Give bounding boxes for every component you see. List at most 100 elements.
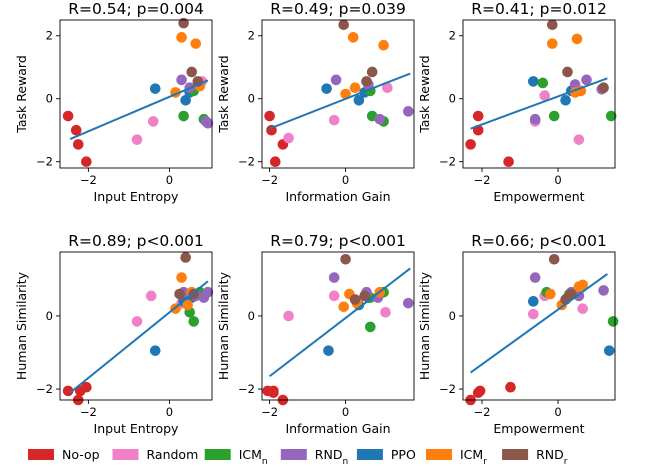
legend-item-no-op: No-op — [28, 447, 100, 462]
data-point-icm-r — [571, 33, 583, 45]
data-point-rnd-r — [180, 252, 191, 263]
data-point-rnd-r — [548, 254, 560, 265]
data-point-random — [328, 114, 340, 126]
legend-swatch — [28, 449, 54, 460]
data-point-icm-r — [347, 32, 359, 43]
data-point-icm-r — [378, 39, 389, 51]
panel-title: R=0.49; p=0.039 — [270, 0, 406, 18]
y-tick-label: 0 — [449, 309, 456, 323]
data-point-rnd-n — [403, 297, 414, 309]
regression-line — [268, 267, 411, 378]
data-point-no-op — [472, 110, 484, 122]
data-point-random — [147, 116, 159, 127]
data-point-icm-r — [577, 279, 588, 291]
y-tick-label: 0 — [449, 92, 456, 106]
x-tick-label: −2 — [474, 405, 491, 419]
data-point-icm-r — [338, 301, 350, 313]
y-tick-label: 0 — [46, 309, 53, 323]
x-axis-label: Information Gain — [285, 421, 390, 436]
legend-label-base: ICM — [460, 447, 483, 462]
legend-label: PPO — [391, 447, 416, 462]
scatter-panels: R=0.54; p=0.004 Input Entropy Task Reward −… — [14, 0, 619, 436]
legend-swatch — [502, 449, 529, 460]
y-tick-label: −2 — [439, 382, 456, 396]
x-tick-label: 0 — [554, 173, 561, 187]
data-point-no-op — [264, 110, 275, 122]
data-point-icm-r — [340, 88, 351, 100]
data-point-rnd-n — [330, 74, 342, 86]
x-tick-label: 0 — [166, 405, 173, 419]
scatter-panel-2: R=0.49; p=0.039 Information Gain Task Rewa… — [216, 0, 415, 204]
x-axis-label: Empowerment — [493, 189, 584, 204]
data-point-random — [131, 134, 143, 145]
y-axis-label: Task Reward — [417, 55, 432, 134]
y-tick-label: 2 — [46, 29, 53, 43]
data-point-rnd-n — [581, 74, 592, 86]
legend: No-op Random ICMn RNDn PPO ICMr RNDr — [28, 447, 568, 467]
scatter-panel-4: R=0.89; p<0.001 Input Entropy Human Simila… — [14, 232, 214, 436]
data-point-icm-n — [188, 316, 200, 327]
x-tick-label: −2 — [80, 173, 97, 187]
y-axis-label: Human Similarity — [216, 271, 231, 380]
y-tick-label: −2 — [36, 382, 53, 396]
data-point-ppo — [323, 345, 334, 356]
data-point-random — [539, 90, 550, 101]
data-point-rnd-n — [529, 113, 541, 125]
data-point-icm-r — [176, 272, 187, 283]
data-point-no-op — [62, 385, 74, 397]
legend-item-random: Random — [112, 447, 199, 462]
data-point-random — [131, 316, 143, 327]
panel-title: R=0.54; p=0.004 — [68, 0, 204, 18]
x-tick-label: −2 — [80, 405, 97, 419]
data-point-rnd-r — [338, 19, 350, 31]
data-point-rnd-r — [366, 66, 378, 78]
x-axis-label: Empowerment — [493, 421, 584, 436]
x-axis-label: Input Entropy — [94, 189, 180, 204]
data-point-no-op — [268, 385, 279, 397]
data-point-rnd-n — [403, 106, 414, 117]
y-tick-label: −2 — [439, 155, 456, 169]
plot-frame — [261, 19, 415, 169]
legend-label-base: Random — [147, 447, 199, 462]
y-tick-label: 0 — [248, 92, 255, 106]
data-point-rnd-n — [374, 113, 386, 125]
plot-frame — [261, 251, 415, 401]
data-point-random — [380, 306, 391, 318]
x-tick-label: 0 — [342, 173, 349, 187]
data-point-no-op — [505, 381, 516, 393]
x-tick-label: −2 — [261, 405, 278, 419]
data-point-icm-n — [178, 110, 189, 122]
plot-frame — [462, 251, 616, 401]
data-point-icm-r — [176, 32, 187, 43]
data-point-rnd-n — [598, 285, 609, 296]
legend-swatch — [112, 449, 139, 460]
data-point-rnd-r — [186, 66, 198, 78]
legend-item-icm-n: ICMn — [204, 447, 268, 467]
plot-frame — [59, 251, 213, 401]
data-point-no-op — [81, 381, 92, 393]
y-tick-label: −2 — [238, 382, 255, 396]
plot-frame — [462, 19, 616, 169]
data-point-icm-r — [182, 299, 193, 311]
regression-line — [269, 72, 411, 130]
data-point-ppo — [560, 94, 571, 106]
data-point-ppo — [149, 83, 161, 94]
scatter-panel-5: R=0.79; p<0.001 Information Gain Human Sim… — [216, 232, 415, 436]
data-point-rnd-r — [566, 288, 577, 300]
data-point-random — [573, 134, 585, 145]
legend-label: Random — [147, 447, 199, 462]
data-point-icm-n — [365, 321, 376, 333]
data-point-ppo — [149, 345, 161, 356]
data-point-rnd-r — [598, 82, 609, 94]
panel-title: R=0.79; p<0.001 — [270, 232, 406, 250]
data-point-rnd-r — [547, 19, 558, 31]
data-point-no-op — [503, 156, 514, 168]
data-point-ppo — [528, 76, 539, 87]
data-point-icm-n — [607, 316, 619, 327]
data-point-rnd-r — [178, 17, 189, 29]
data-point-rnd-n — [202, 117, 214, 129]
x-tick-label: 0 — [166, 173, 173, 187]
data-point-ppo — [528, 296, 539, 307]
x-tick-label: 0 — [554, 405, 561, 419]
